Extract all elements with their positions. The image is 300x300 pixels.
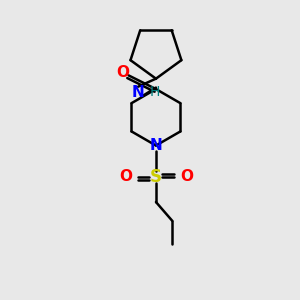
Text: O: O — [180, 169, 193, 184]
Text: S: S — [150, 168, 162, 186]
Text: N: N — [150, 138, 162, 153]
Text: O: O — [119, 169, 132, 184]
Text: N: N — [132, 85, 145, 100]
Text: H: H — [149, 85, 160, 99]
Text: O: O — [117, 65, 130, 80]
